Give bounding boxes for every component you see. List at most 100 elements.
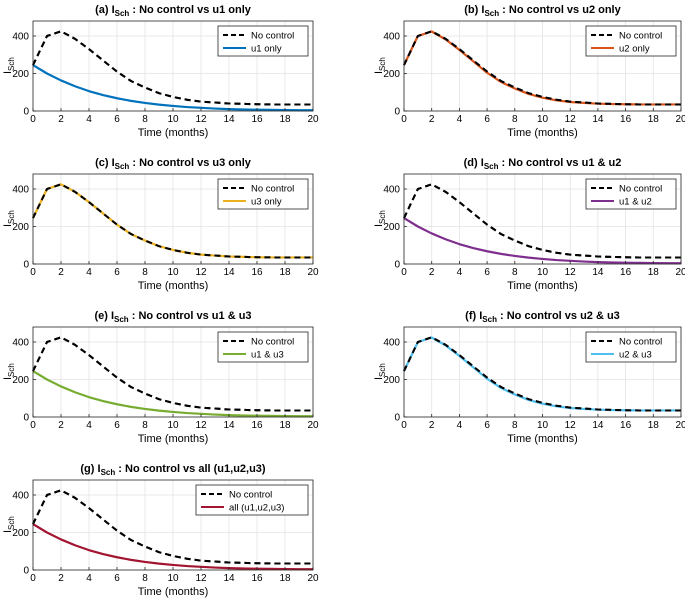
x-tick-label: 0 [401, 114, 407, 125]
x-tick-label: 2 [429, 267, 435, 278]
x-tick-label: 12 [195, 114, 207, 125]
legend-label: all (u1,u2,u3) [229, 503, 284, 514]
y-tick-label: 0 [394, 260, 400, 271]
series-line-dashed-overlay [32, 336, 313, 412]
x-tick-label: 8 [142, 114, 148, 125]
legend-label: u1 & u3 [251, 350, 284, 361]
chart-title-sub: Sch [484, 162, 499, 171]
x-tick-label: 4 [457, 267, 463, 278]
y-tick-label: 200 [12, 222, 29, 233]
chart-title: (c) ISch : No control vs u3 only [95, 157, 252, 171]
x-tick-label: 12 [195, 267, 207, 278]
legend-label: No control [229, 490, 272, 501]
x-tick-label: 10 [167, 420, 179, 431]
x-tick-label: 20 [307, 420, 319, 431]
legend-box [195, 484, 309, 516]
legend-label: u3 only [251, 197, 282, 208]
y-axis-label-sub: Sch [7, 210, 16, 224]
series-line-1 [32, 523, 313, 571]
x-tick-label: 4 [457, 420, 463, 431]
x-tick-label: 2 [58, 114, 64, 125]
x-tick-label: 0 [30, 573, 36, 584]
x-tick-label: 8 [512, 420, 518, 431]
chart-title-sub: Sch [484, 9, 499, 18]
x-tick-label: 6 [114, 420, 120, 431]
y-axis-label-main: I [373, 71, 385, 74]
x-tick-label: 18 [279, 573, 291, 584]
legend: No control u1 & u2 [585, 178, 677, 210]
y-tick-label: 200 [12, 375, 29, 386]
x-tick-label: 10 [537, 420, 549, 431]
legend: No control u2 only [585, 25, 677, 57]
y-axis-label: ISch [373, 363, 387, 380]
series-line-1 [403, 30, 681, 106]
x-tick-label: 6 [114, 114, 120, 125]
y-tick-label: 200 [383, 375, 400, 386]
y-tick-label: 0 [23, 566, 29, 577]
legend-box [217, 178, 309, 210]
series-line-dashed-overlay [32, 183, 313, 259]
series-line-1 [403, 336, 681, 412]
x-tick-label: 0 [401, 267, 407, 278]
legend-box [585, 331, 677, 363]
y-axis-label-sub: Sch [7, 363, 16, 377]
series-line-dashed-overlay [32, 30, 313, 106]
legend: No control all (u1,u2,u3) [195, 484, 309, 516]
chart-title-suffix: : No control vs u2 & u3 [497, 310, 620, 322]
chart-title-suffix: : No control vs u3 only [129, 157, 252, 169]
x-tick-label: 14 [592, 114, 604, 125]
chart-title-prefix: (b) I [464, 4, 484, 16]
legend-box [217, 25, 309, 57]
legend-box [217, 331, 309, 363]
x-tick-label: 8 [512, 267, 518, 278]
y-tick-label: 400 [12, 338, 29, 349]
x-axis-label: Time (months) [138, 433, 209, 445]
legend-label: No control [619, 31, 662, 42]
x-axis-label: Time (months) [507, 280, 578, 292]
legend-label: u1 only [251, 44, 282, 55]
legend: No control u3 only [217, 178, 309, 210]
x-tick-label: 0 [30, 114, 36, 125]
x-tick-label: 20 [307, 114, 319, 125]
y-axis-label-sub: Sch [378, 57, 387, 71]
chart-title-suffix: : No control vs u1 only [129, 4, 252, 16]
y-axis-label-main: I [2, 224, 14, 227]
x-tick-label: 0 [30, 267, 36, 278]
series-line-1 [32, 64, 313, 112]
x-tick-label: 4 [457, 114, 463, 125]
legend-label: u2 & u3 [619, 350, 652, 361]
chart-title-suffix: : No control vs u1 & u2 [498, 157, 621, 169]
y-tick-label: 200 [12, 69, 29, 80]
y-tick-label: 400 [12, 32, 29, 43]
x-axis-label: Time (months) [507, 127, 578, 139]
x-tick-label: 0 [30, 420, 36, 431]
x-tick-label: 18 [648, 420, 660, 431]
legend-label: u2 only [619, 44, 650, 55]
legend-label: No control [251, 31, 294, 42]
x-tick-label: 10 [537, 267, 549, 278]
legend: No control u2 & u3 [585, 331, 677, 363]
x-tick-label: 18 [279, 267, 291, 278]
x-tick-label: 12 [195, 573, 207, 584]
legend-label: No control [251, 337, 294, 348]
chart-title-suffix: : No control vs all (u1,u2,u3) [115, 463, 266, 475]
x-tick-label: 14 [592, 420, 604, 431]
legend: No control u1 & u3 [217, 331, 309, 363]
series-line-1 [32, 370, 313, 418]
x-tick-label: 4 [86, 420, 92, 431]
x-tick-label: 18 [279, 420, 291, 431]
legend-label: No control [619, 337, 662, 348]
x-tick-label: 14 [223, 267, 235, 278]
x-axis-label: Time (months) [138, 127, 209, 139]
x-tick-label: 2 [429, 114, 435, 125]
x-tick-label: 16 [620, 420, 632, 431]
x-tick-label: 14 [223, 420, 235, 431]
x-tick-label: 6 [484, 420, 490, 431]
chart-title-prefix: (d) I [464, 157, 484, 169]
x-tick-label: 14 [223, 573, 235, 584]
